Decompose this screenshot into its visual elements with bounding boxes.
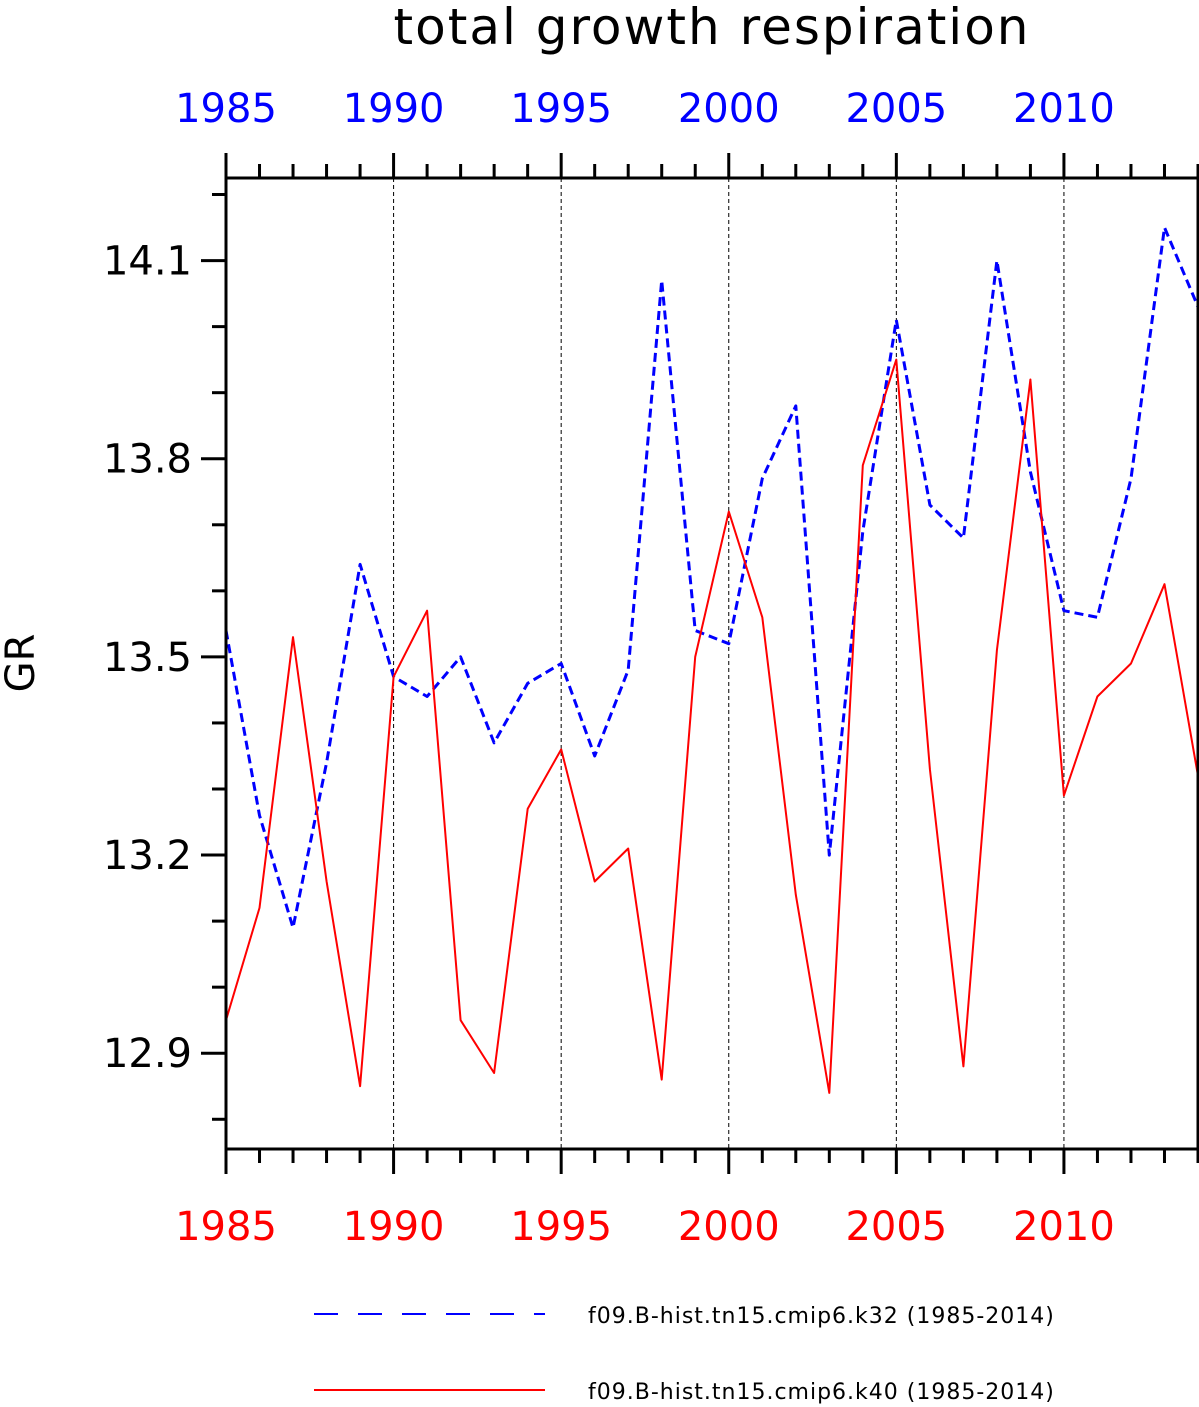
x-tick-label-bottom: 2010 [1013,1204,1115,1250]
x-tick-label-bottom: 2000 [678,1204,780,1250]
y-axis-label: GR [0,634,44,693]
plot-frame [224,176,1199,1151]
x-tick-label-bottom: 1995 [510,1204,612,1250]
grid-lines [393,178,1065,1149]
x-tick-label-top: 1995 [510,86,612,132]
y-tick-label: 13.5 [103,635,192,681]
x-tick-label-top: 2005 [845,86,947,132]
legend: f09.B-hist.tn15.cmip6.k32 (1985-2014) f09… [314,1304,1055,1405]
x-tick-label-bottom: 1985 [175,1204,277,1250]
y-tick-label: 13.8 [103,437,192,483]
legend-label: f09.B-hist.tn15.cmip6.k32 (1985-2014) [588,1304,1055,1329]
series-group [224,226,1199,1094]
chart-title: total growth respiration [394,0,1031,56]
x-tick-label-top: 1985 [175,86,277,132]
axis-tick-labels: 1985 1985 1990 1990 1995 1995 2000 2000 2005 2005… [103,86,1115,1250]
x-tick-label-top: 2010 [1013,86,1115,132]
series-line-k40 [225,358,1199,1094]
x-tick-label-bottom: 2005 [845,1204,947,1250]
axis-ticks [201,153,1199,1174]
x-tick-label-top: 2000 [678,86,780,132]
x-tick-label-top: 1990 [343,86,445,132]
y-tick-label: 14.1 [103,239,192,285]
x-tick-label-bottom: 1990 [343,1204,445,1250]
series-line-k32 [224,226,1199,930]
y-tick-label: 13.2 [103,833,192,879]
legend-label: f09.B-hist.tn15.cmip6.k40 (1985-2014) [588,1380,1055,1405]
y-tick-label: 12.9 [103,1031,192,1077]
